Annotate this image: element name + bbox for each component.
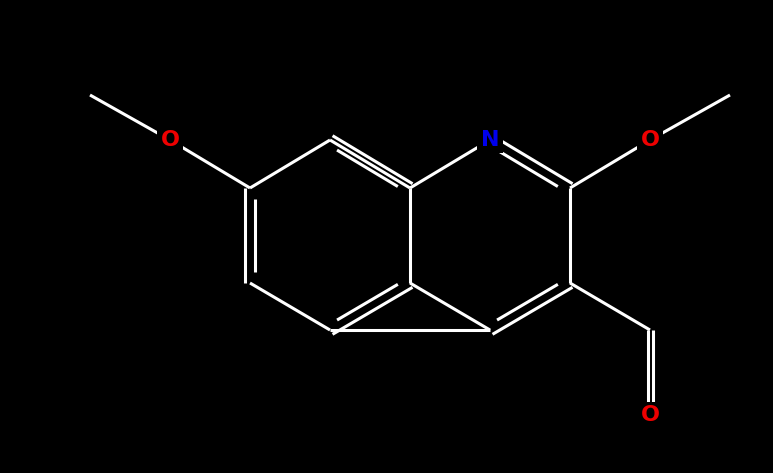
Text: O: O bbox=[161, 130, 179, 150]
Text: N: N bbox=[481, 130, 499, 150]
Text: O: O bbox=[641, 405, 659, 425]
Text: O: O bbox=[641, 130, 659, 150]
